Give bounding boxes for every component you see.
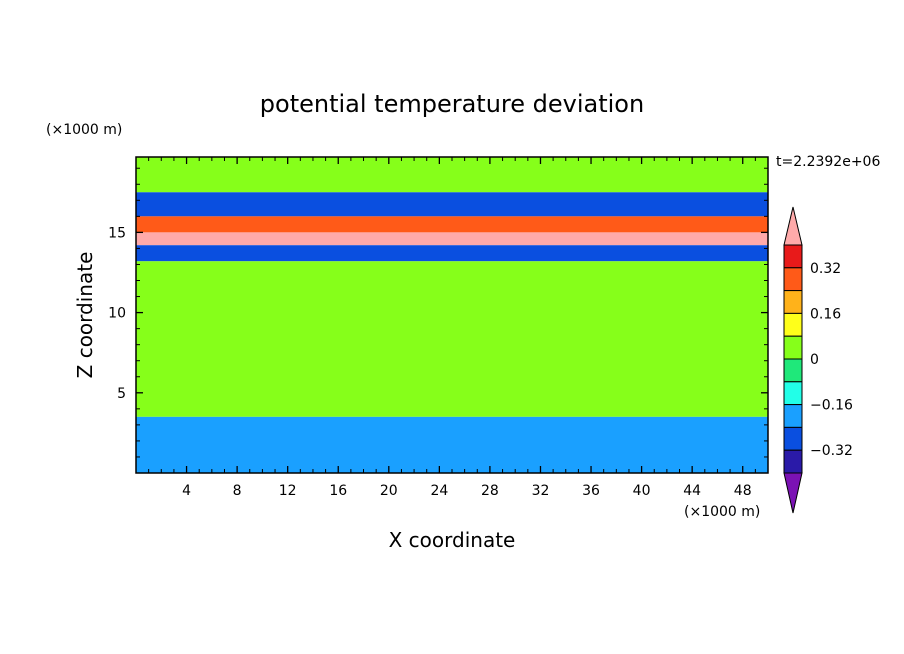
- y-axis-ticks: 5 10 15: [108, 167, 768, 458]
- x-tick-label: 28: [481, 483, 499, 499]
- colorbar-band: [783, 335, 803, 360]
- contour-band: [136, 232, 768, 246]
- colorbar-label: 0.16: [810, 306, 841, 322]
- x-tick-label: 16: [329, 483, 347, 499]
- y-tick-label: 15: [108, 225, 126, 241]
- contour-band: [136, 261, 768, 417]
- x-tick-label: 48: [734, 483, 752, 499]
- y-unit-label: (×1000 m): [46, 122, 122, 138]
- colorbar-band: [783, 381, 803, 406]
- colorbar: 0.32 0.16 0 −0.16 −0.32: [783, 206, 853, 514]
- y-axis-label: Z coordinate: [73, 252, 97, 379]
- colorbar-band: [783, 449, 803, 474]
- x-axis-ticks: 4 8 12 16 20 24 28 32 36 40 44 48: [148, 157, 756, 499]
- contour-band: [136, 192, 768, 217]
- chart-title: potential temperature deviation: [260, 90, 644, 118]
- x-unit-label: (×1000 m): [684, 504, 760, 520]
- colorbar-min-triangle: [783, 472, 803, 514]
- contour-band: [136, 416, 768, 473]
- colorbar-band: [783, 358, 803, 383]
- x-tick-label: 44: [683, 483, 701, 499]
- x-tick-label: 40: [633, 483, 651, 499]
- colorbar-band: [783, 267, 803, 292]
- x-tick-label: 36: [582, 483, 600, 499]
- colorbar-band: [783, 290, 803, 314]
- x-tick-label: 24: [430, 483, 448, 499]
- plot-area: [136, 157, 768, 473]
- y-tick-label: 5: [117, 386, 126, 402]
- colorbar-band: [783, 244, 803, 269]
- colorbar-label: 0: [810, 352, 819, 368]
- colorbar-label: −0.16: [810, 398, 853, 414]
- y-tick-label: 10: [108, 306, 126, 322]
- x-axis-label: X coordinate: [389, 528, 516, 552]
- colorbar-band: [783, 426, 803, 451]
- x-tick-label: 4: [182, 483, 191, 499]
- contour-band: [136, 245, 768, 262]
- colorbar-label: −0.32: [810, 443, 853, 459]
- colorbar-band: [783, 404, 803, 428]
- contour-band: [136, 216, 768, 233]
- x-tick-label: 12: [279, 483, 297, 499]
- x-tick-label: 8: [233, 483, 242, 499]
- colorbar-band: [783, 312, 803, 337]
- time-label: t=2.2392e+06: [776, 154, 880, 170]
- x-tick-label: 20: [380, 483, 398, 499]
- x-tick-label: 32: [532, 483, 550, 499]
- contour-band: [136, 157, 768, 193]
- colorbar-label: 0.32: [810, 261, 841, 277]
- colorbar-max-triangle: [783, 206, 803, 246]
